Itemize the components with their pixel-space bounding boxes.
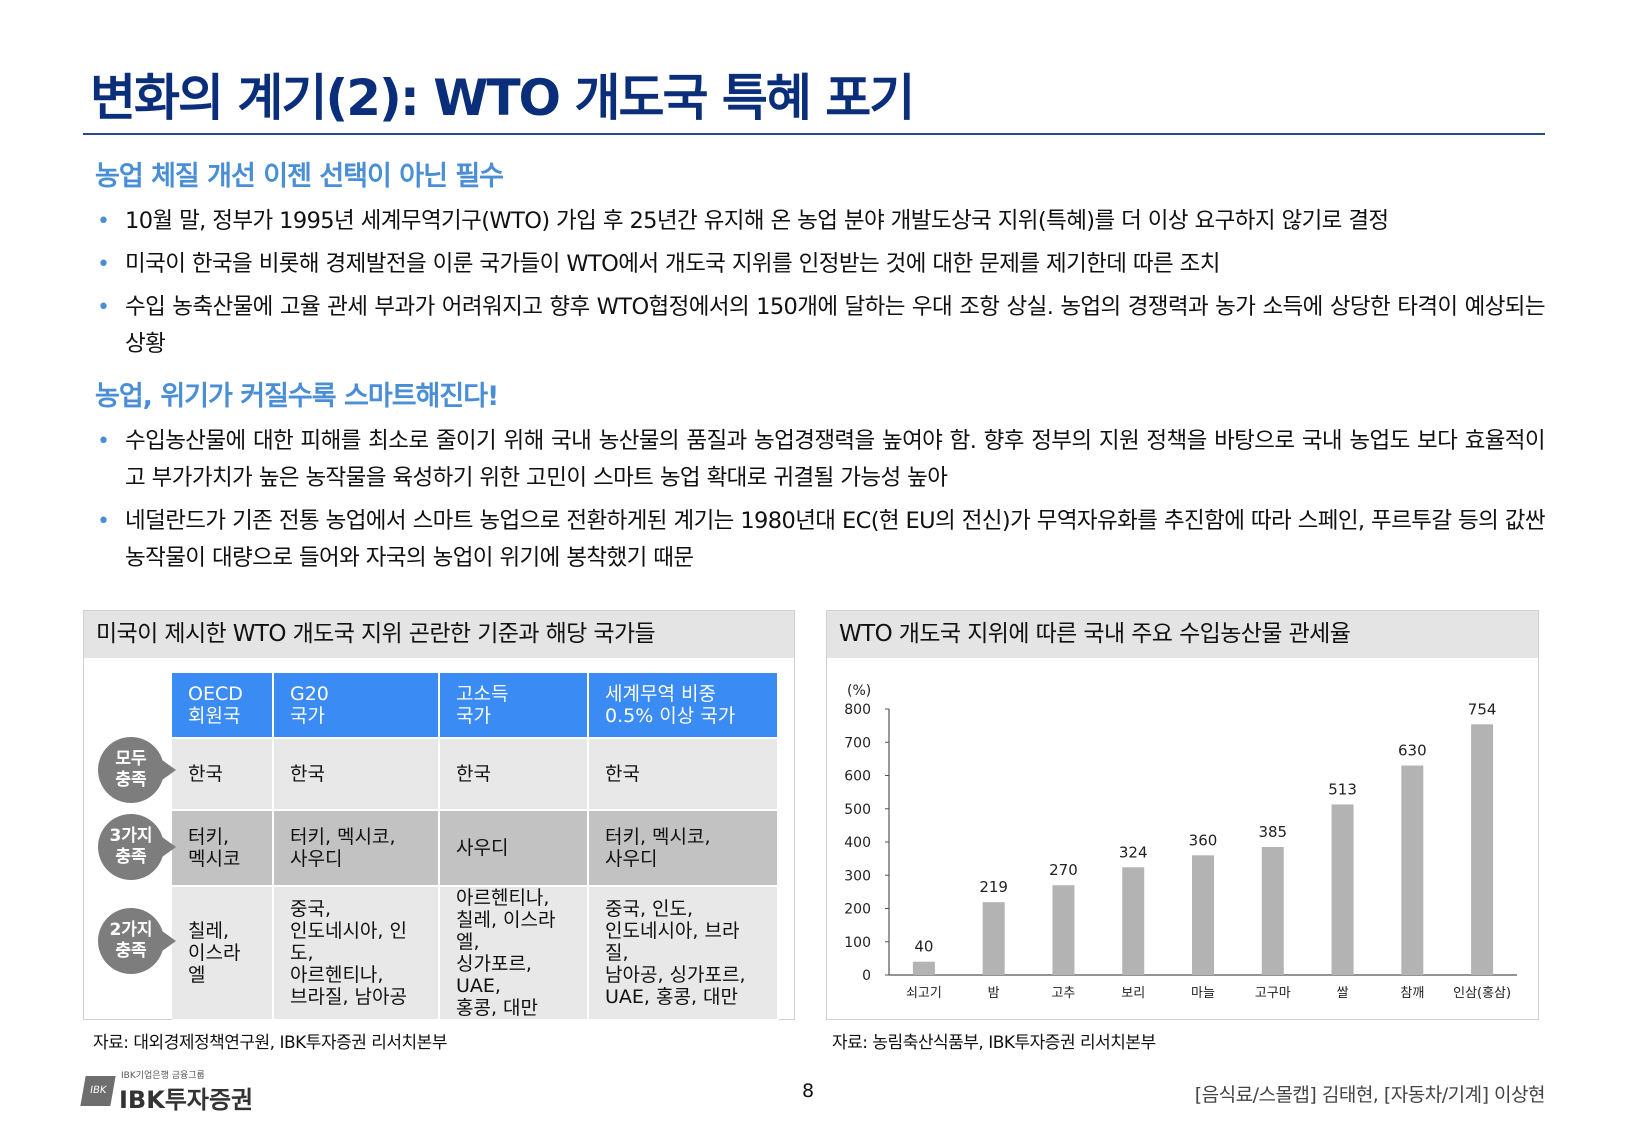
criteria-table: OECD 회원국 G20 국가 고소득 국가 세계무역 비중 0.5% 이상 국… [172,673,779,1021]
bar-고구마 [1261,846,1284,975]
bar-밤 [982,902,1005,975]
x-tick-label: 밤 [988,986,1000,1001]
data-label: 630 [1398,742,1427,760]
bullet-list-1: • 10월 말, 정부가 1995년 세계무역기구(WTO) 가입 후 25년간 … [95,203,1546,363]
bullet-dot-icon: • [97,509,110,534]
table-row: 한국 한국 한국 한국 [172,738,779,811]
x-tick-label: 마늘 [1191,986,1215,1001]
bullet-item: • 수입 농축산물에 고율 관세 부과가 어려워지고 향후 WTO협정에서의 15… [95,289,1546,363]
y-axis-label: (%) [847,683,871,699]
bar-인삼(홍삼) [1471,724,1494,975]
table-cell: 아르헨티나, 칠레, 이스라엘, 싱가포르, UAE, 홍콩, 대만 [439,886,589,1021]
logo-company-text: IBK투자증권 [119,1086,254,1114]
title-divider [83,133,1545,135]
left-source: 자료: 대외경제정책연구원, IBK투자증권 리서치본부 [93,1033,447,1053]
bullet-item: • 네덜란드가 기존 전통 농업에서 스마트 농업으로 전환하게된 계기는 198… [95,503,1546,577]
bar-쇠고기 [912,961,935,975]
table-cell: 중국, 인도, 인도네시아, 브라질, 남아공, 싱가포르, UAE, 홍콩, … [588,886,779,1021]
col-header-oecd: OECD 회원국 [172,673,274,739]
table-cell: 터키, 멕시코, 사우디 [588,810,779,887]
x-tick-label: 고구마 [1255,986,1291,1001]
criteria-panel-title: 미국이 제시한 WTO 개도국 지위 곤란한 기준과 해당 국가들 [84,611,794,658]
table-row: 터키, 멕시코 터키, 멕시코, 사우디 사우디 터키, 멕시코, 사우디 [172,810,779,887]
y-tick-label: 600 [844,769,871,785]
x-tick-label: 인삼(홍삼) [1453,986,1511,1001]
bar-보리 [1122,867,1145,975]
bullet-dot-icon: • [97,209,110,234]
section-heading-2: 농업, 위기가 커질수록 스마트해진다! [95,381,499,412]
tariff-chart-panel: WTO 개도국 지위에 따른 국내 주요 수입농산물 관세율 (%) 0 100 20… [826,610,1539,1020]
bullet-item: • 10월 말, 정부가 1995년 세계무역기구(WTO) 가입 후 25년간 … [95,203,1545,240]
col-header-high-income: 고소득 국가 [439,673,589,739]
y-tick-label: 300 [844,868,871,884]
badge-two-met: 2가지 충족 [98,908,176,974]
x-tick-label: 참깨 [1400,986,1424,1001]
right-source: 자료: 농림축산식품부, IBK투자증권 리서치본부 [832,1033,1156,1053]
x-tick-label: 보리 [1121,986,1145,1001]
section-heading-1: 농업 체질 개선 이젠 선택이 아닌 필수 [95,161,504,192]
table-cell: 한국 [273,738,440,811]
bullet-dot-icon: • [97,429,110,454]
y-tick-label: 800 [844,702,871,718]
col-header-g20: G20 국가 [273,673,440,739]
bullet-list-2: • 수입농산물에 대한 피해를 최소로 줄이기 위해 국내 농산물의 품질과 농업… [95,423,1546,577]
table-cell: 칠레, 이스라엘 [172,886,274,1021]
y-tick-label: 700 [844,735,871,751]
x-tick-label: 쌀 [1337,986,1349,1001]
table-cell: 한국 [588,738,779,811]
footer-authors: [음식료/스몰캡] 김태현, [자동차/기계] 이상현 [1194,1084,1546,1106]
table-cell: 사우디 [439,810,589,887]
data-label: 360 [1189,831,1218,849]
bar-마늘 [1192,855,1214,975]
y-tick-label: 100 [844,935,871,951]
criteria-panel: 미국이 제시한 WTO 개도국 지위 곤란한 기준과 해당 국가들 OECD 회… [83,610,795,1021]
tariff-chart-title: WTO 개도국 지위에 따른 국내 주요 수입농산물 관세율 [827,611,1538,658]
y-tick-label: 400 [844,835,871,851]
bullet-item: • 수입농산물에 대한 피해를 최소로 줄이기 위해 국내 농산물의 품질과 농업… [95,423,1546,497]
bar-쌀 [1331,804,1354,975]
table-row: 칠레, 이스라엘 중국, 인도네시아, 인도, 아르헨티나, 브라질, 남아공 … [172,886,779,1021]
data-label: 385 [1258,823,1287,841]
x-tick-label: 고추 [1051,986,1075,1001]
table-cell: 한국 [172,738,274,811]
data-label: 324 [1119,843,1148,861]
y-tick-label: 0 [862,968,871,984]
page-title: 변화의 계기(2): WTO 개도국 특혜 포기 [90,69,915,127]
y-tick-label: 200 [844,902,871,918]
tariff-bar-chart: (%) 0 100 200 300 400 500 600 700 800 40 쇠고기 219 밤 270… [844,683,1517,1001]
data-label: 40 [914,938,933,956]
bar-고추 [1052,885,1075,975]
bullet-item: • 미국이 한국을 비롯해 경제발전을 이룬 국가들이 WTO에서 개도국 지위를… [95,246,1545,283]
bullet-dot-icon: • [97,252,110,277]
bullet-dot-icon: • [97,295,110,320]
table-cell: 터키, 멕시코, 사우디 [273,810,440,887]
data-label: 513 [1328,780,1357,798]
data-label: 754 [1468,700,1497,718]
table-cell: 중국, 인도네시아, 인도, 아르헨티나, 브라질, 남아공 [273,886,440,1021]
logo-mark-icon: IBK [80,1076,116,1106]
col-header-trade-share: 세계무역 비중 0.5% 이상 국가 [588,673,779,739]
bar-참깨 [1401,765,1424,975]
table-cell: 한국 [439,738,589,811]
table-cell: 터키, 멕시코 [172,810,274,887]
badge-three-met: 3가지 충족 [98,814,176,880]
y-tick-label: 500 [844,802,871,818]
x-tick-label: 쇠고기 [906,986,942,1001]
data-label: 270 [1049,861,1078,879]
data-label: 219 [979,878,1008,896]
logo-group-text: IBK기업은행 금융그룹 [121,1071,205,1081]
badge-all-met: 모두 충족 [98,737,176,803]
page-number: 8 [802,1080,815,1102]
